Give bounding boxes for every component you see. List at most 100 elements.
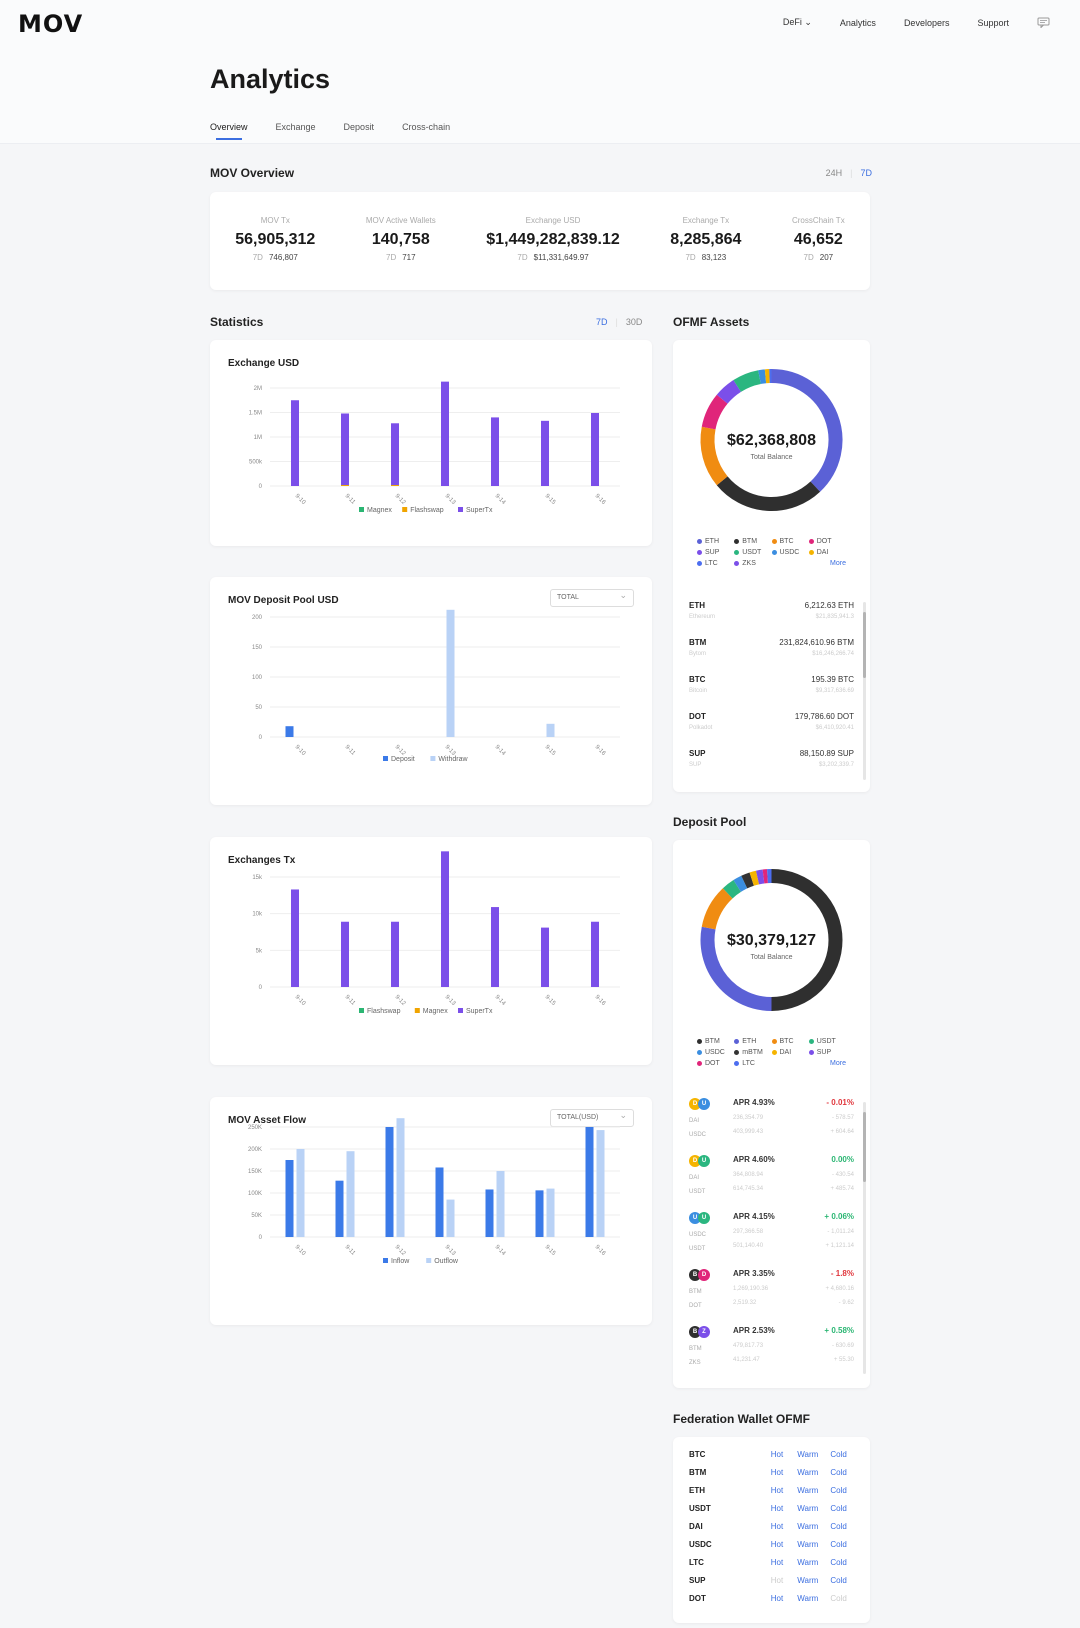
ofmf-total-value: $62,368,808	[727, 432, 816, 449]
asset-flow-card: MOV Asset Flow TOTAL(USD) 050K100K150K20…	[210, 1097, 652, 1325]
legend-item: LTC	[697, 560, 734, 567]
hot-wallet-link[interactable]: Hot	[770, 1575, 784, 1585]
warm-wallet-link[interactable]: Warm	[797, 1557, 819, 1567]
tab-deposit[interactable]: Deposit	[343, 122, 375, 132]
legend-dot	[697, 560, 702, 566]
warm-wallet-link[interactable]: Warm	[797, 1575, 819, 1585]
legend-label: DOT	[705, 1060, 720, 1067]
pool-middle: APR 4.93% 236,354.79 403,999.43	[733, 1098, 800, 1155]
asset-row[interactable]: BTM 231,824,610.96 BTM Bytom $16,246,266.74	[689, 634, 854, 671]
federation-symbol: BTC	[689, 1449, 706, 1459]
pool-row[interactable]: B Z BTM ZKS APR 2.53% 479,817.73 41,231.47 + 0.…	[689, 1326, 854, 1383]
warm-wallet-link[interactable]: Warm	[797, 1539, 819, 1549]
cold-wallet-link[interactable]: Cold	[830, 1557, 847, 1567]
toggle-7d[interactable]: 7D	[860, 168, 872, 178]
overview-toggle: 24H | 7D	[826, 168, 872, 178]
hot-wallet-link[interactable]: Hot	[770, 1521, 784, 1531]
hot-wallet-link[interactable]: Hot	[770, 1539, 784, 1549]
scroll-thumb[interactable]	[863, 612, 866, 678]
nav-developers[interactable]: Developers	[903, 17, 950, 28]
toggle-stat-7d[interactable]: 7D	[596, 317, 608, 327]
y-tick-label: 200	[252, 615, 263, 621]
pool-deltas: - 630.69 + 55.30	[800, 1339, 854, 1367]
legend-dot	[771, 1038, 777, 1044]
cold-wallet-link[interactable]: Cold	[830, 1539, 847, 1549]
deposit-pool-scrollbar[interactable]	[863, 1102, 866, 1374]
x-tick-label: 9-15	[544, 994, 557, 1007]
asset-row[interactable]: DOT 179,786.60 DOT Polkadot $6,410,920.41	[689, 708, 854, 745]
nav-defi[interactable]: DeFi ⌄	[782, 17, 812, 27]
cold-wallet-link[interactable]: Cold	[830, 1503, 847, 1513]
toggle-stat-30d[interactable]: 30D	[625, 317, 643, 327]
stat-label: Exchange USD	[525, 216, 581, 225]
chat-icon[interactable]	[1037, 17, 1050, 28]
cold-wallet-link[interactable]: Cold	[830, 1449, 847, 1459]
token-b-amount: 41,231.47	[733, 1357, 760, 1363]
asset-row-bottom: Polkadot $6,410,920.41	[689, 725, 854, 731]
hot-wallet-link[interactable]: Hot	[770, 1467, 784, 1477]
bar	[541, 420, 549, 486]
pool-row[interactable]: B D BTM DOT APR 3.35% 1,269,190.36 2,519.32- 1…	[689, 1269, 854, 1326]
legend-label: SUP	[816, 1049, 832, 1056]
pool-row[interactable]: U U USDC USDT APR 4.15% 297,366.58 501,140.40 +…	[689, 1212, 854, 1269]
tab-overview[interactable]: Overview	[210, 122, 248, 140]
cold-wallet-link[interactable]: Cold	[830, 1467, 847, 1477]
asset-row-bottom: SUP $3,202,339.7	[689, 762, 854, 768]
toggle-24h[interactable]: 24H	[825, 168, 843, 178]
bar	[435, 1167, 444, 1237]
tab-cross-chain[interactable]: Cross-chain	[402, 122, 451, 132]
y-tick-label: 500k	[249, 460, 263, 466]
legend-item: SUP	[808, 1049, 846, 1056]
x-tick-label: 9-13	[444, 994, 457, 1007]
asset-row[interactable]: BTC 195.39 BTC Bitcoin $9,317,636.69	[689, 671, 854, 708]
hot-wallet-link[interactable]: Hot	[770, 1593, 784, 1603]
tab-exchange[interactable]: Exchange	[275, 122, 316, 132]
token-b-name: USDT	[689, 1246, 706, 1252]
deposit-pool-select[interactable]: TOTAL	[550, 589, 634, 607]
warm-wallet-link[interactable]: Warm	[797, 1485, 819, 1495]
pool-change: + 0.58%	[824, 1326, 854, 1335]
stat-value: 56,905,312	[235, 231, 316, 248]
hot-wallet-link[interactable]: Hot	[770, 1449, 784, 1459]
warm-wallet-link[interactable]: Warm	[797, 1449, 819, 1459]
federation-symbol: LTC	[689, 1557, 704, 1567]
federation-symbol: ETH	[689, 1485, 705, 1495]
cold-wallet-link[interactable]: Cold	[830, 1593, 847, 1603]
bar	[391, 921, 399, 987]
pool-row[interactable]: D U DAI USDC APR 4.93% 236,354.79 403,999.43- …	[689, 1098, 854, 1155]
warm-wallet-link[interactable]: Warm	[797, 1503, 819, 1513]
cold-wallet-link[interactable]: Cold	[830, 1485, 847, 1495]
asset-row[interactable]: SUP 88,150.89 SUP SUP $3,202,339.7	[689, 745, 854, 782]
legend-label: BTM	[742, 538, 758, 545]
y-tick-label: 0	[259, 735, 263, 741]
legend-spacer	[772, 560, 809, 567]
legend-more-link[interactable]: More	[830, 1060, 846, 1067]
asset-row[interactable]: ETH 6,212.63 ETH Ethereum $21,835,941.3	[689, 597, 854, 634]
pool-row[interactable]: D U DAI USDT APR 4.60% 364,808.94 614,745.34 0.…	[689, 1155, 854, 1212]
mov-logo[interactable]: MOV	[18, 10, 84, 38]
pool-change: - 0.01%	[826, 1098, 854, 1107]
cold-wallet-link[interactable]: Cold	[830, 1575, 847, 1585]
x-tick-label: 9-14	[494, 994, 507, 1007]
legend-more-link[interactable]: More	[830, 560, 846, 567]
token-b-delta: - 9.62	[838, 1300, 854, 1306]
scroll-thumb[interactable]	[863, 1112, 866, 1182]
legend-label: USDC	[705, 1049, 725, 1056]
nav-analytics[interactable]: Analytics	[839, 17, 876, 28]
x-tick-label: 9-11	[344, 994, 357, 1007]
ofmf-scrollbar[interactable]	[863, 602, 866, 780]
warm-wallet-link[interactable]: Warm	[797, 1593, 819, 1603]
x-tick-label: 9-14	[494, 1244, 507, 1257]
warm-wallet-link[interactable]: Warm	[797, 1467, 819, 1477]
deposit-pool-donut-chart	[700, 869, 843, 1011]
legend-dot	[771, 549, 777, 555]
asset-flow-chart: 0 50K 100K 150K 200K 250K 9-10 9-11 9-12 9-13 9-14…	[248, 1118, 620, 1265]
legend-dot	[808, 538, 814, 544]
pool-token-names: DAI USDC	[689, 1114, 706, 1142]
hot-wallet-link[interactable]: Hot	[770, 1485, 784, 1495]
hot-wallet-link[interactable]: Hot	[770, 1557, 784, 1567]
hot-wallet-link[interactable]: Hot	[770, 1503, 784, 1513]
nav-support[interactable]: Support	[977, 17, 1009, 28]
warm-wallet-link[interactable]: Warm	[797, 1521, 819, 1531]
cold-wallet-link[interactable]: Cold	[830, 1521, 847, 1531]
